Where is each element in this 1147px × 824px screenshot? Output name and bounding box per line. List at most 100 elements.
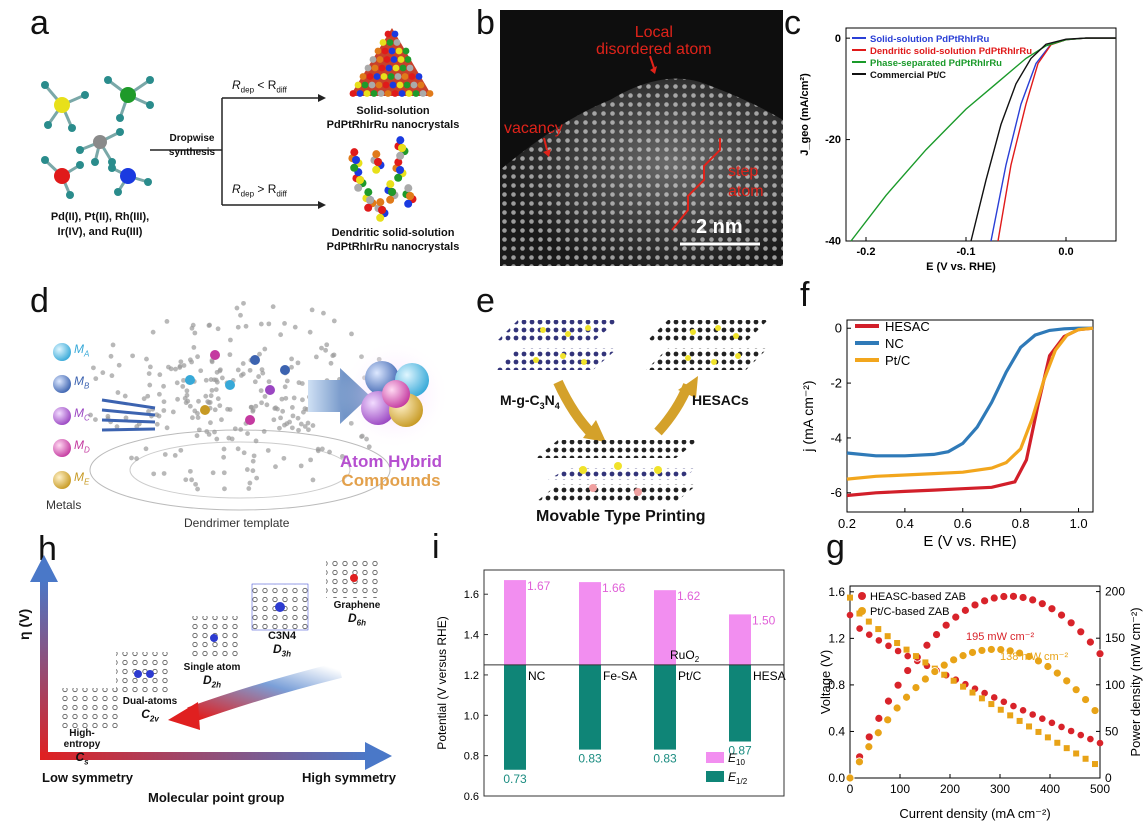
- dendrimer-node: [212, 407, 218, 413]
- dendrite-atom: [394, 158, 403, 167]
- y-tick-label: -2: [830, 375, 842, 390]
- dendrimer-node: [313, 354, 319, 360]
- dendrimer-node: [154, 421, 160, 427]
- dendrimer-node: [129, 455, 134, 461]
- dendrimer-node: [282, 422, 287, 428]
- dendrimer-node: [235, 367, 241, 373]
- voltage-point-ptc: [988, 701, 995, 708]
- dendrimer-node: [143, 446, 149, 452]
- dendrimer-node: [253, 403, 259, 409]
- x-tick-label: -0.1: [957, 246, 976, 258]
- dendrimer-node: [181, 363, 187, 368]
- step-marker: [671, 138, 721, 231]
- power-point-heasc: [989, 593, 999, 603]
- dendrimer-node: [203, 377, 209, 383]
- voltage-point-heasc: [865, 631, 873, 639]
- dendrimer-node: [196, 398, 201, 404]
- panel-e-diagram: [496, 320, 768, 502]
- power-point-heasc: [903, 666, 913, 675]
- dendrimer-node: [241, 450, 247, 456]
- dendrite-atom: [376, 198, 385, 207]
- pyramid-atom: [385, 64, 393, 72]
- dendrimer-node: [184, 388, 190, 394]
- bar-label-e10: 1.67: [527, 579, 551, 593]
- chart-g: 0 100 200 300 400 500 0.0 0.4 0.8 1.2 1.6 0 50 100 150…: [818, 585, 1143, 821]
- pyramid-atom: [392, 64, 400, 72]
- x-tick-label: 300: [990, 782, 1010, 796]
- dendrimer-node: [187, 403, 193, 409]
- voltage-point-ptc: [950, 677, 957, 684]
- pyramid-atom: [368, 81, 376, 89]
- dendrimer-node: [123, 415, 129, 421]
- power-point-heasc: [932, 630, 941, 639]
- dendrimer-node: [232, 426, 238, 432]
- dendrimer-node: [307, 329, 313, 335]
- high-symmetry-label: High symmetry: [302, 770, 396, 785]
- dendrimer-node: [189, 477, 195, 483]
- arrow-head-bottom: [318, 201, 326, 209]
- product-bottom-label: Dendritic solid-solution PdPtRhIrRu nanoc…: [326, 227, 460, 253]
- legend-label: Commercial Pt/C: [870, 70, 946, 81]
- pyramid-atom: [393, 39, 401, 46]
- panel-letter-c: c: [784, 4, 801, 42]
- dendrimer-node: [235, 324, 241, 330]
- dendrimer-node: [181, 377, 186, 383]
- dendrimer-node: [270, 304, 276, 310]
- power-point-heasc: [951, 612, 961, 622]
- power-point-heasc: [864, 732, 874, 742]
- pyramid-atom: [386, 39, 394, 46]
- dendrite-atom: [396, 166, 404, 174]
- dendrimer-metal-site: [265, 385, 275, 395]
- bar-e12: [579, 664, 601, 750]
- pyramid-atom: [405, 90, 413, 97]
- dendrimer-node: [219, 417, 224, 423]
- panel-d-diagram: [53, 300, 450, 511]
- dendrimer-node: [289, 356, 294, 362]
- metal-d-sphere: [53, 439, 71, 457]
- y-tick-label: 0.4: [828, 724, 845, 738]
- h-item-high-entropy: High-entropy Cs: [63, 728, 101, 767]
- metal-label-e: ME: [74, 470, 90, 487]
- dendrimer-metal-site: [245, 415, 255, 425]
- voltage-point-ptc: [1063, 745, 1070, 752]
- dendrimer-node: [228, 337, 233, 343]
- scale-bar-label: 2 nm: [696, 216, 743, 238]
- dendrimer-node: [203, 393, 209, 399]
- dendrimer-node: [321, 310, 326, 316]
- power-point-ptc: [1043, 662, 1053, 671]
- dendrimer-node: [109, 373, 115, 379]
- voltage-point-ptc: [894, 639, 901, 646]
- printing-sheet-top: [536, 440, 698, 458]
- dendrimer-node: [193, 481, 198, 487]
- dendrimer-node: [327, 449, 332, 455]
- dendrimer-metal-site: [200, 405, 210, 415]
- pyramid-atom: [390, 56, 398, 63]
- dendrimer-metal-site: [210, 350, 220, 360]
- y-tick-label: 0: [835, 321, 842, 336]
- dendrimer-node: [183, 477, 189, 483]
- metal-label-d: MD: [74, 438, 90, 455]
- dendrimer-node: [366, 444, 372, 450]
- voltage-point-heasc: [1087, 735, 1094, 743]
- dendrimer-node: [302, 424, 308, 429]
- y-tick-label: -4: [830, 430, 842, 445]
- voltage-point-heasc: [1029, 711, 1036, 718]
- plot-frame: [845, 27, 1117, 242]
- dendrimer-metal-site: [225, 380, 235, 390]
- voltage-point-ptc: [922, 659, 929, 666]
- panel-letter-b: b: [476, 4, 495, 42]
- dendrimer-node: [284, 378, 290, 384]
- molecular-point-group-label: Molecular point group: [148, 790, 285, 805]
- pyramid-atom: [402, 47, 410, 55]
- dendrimer-node: [227, 352, 233, 358]
- dendrimer-node: [266, 321, 272, 327]
- power-point-heasc: [1095, 649, 1105, 659]
- chart-c: -0.2 -0.1 0.0 0 -20 -40 Solid-solution PdPtRhI…: [799, 27, 1117, 273]
- dendrimer-node: [247, 367, 253, 373]
- dendrimer-node: [170, 409, 176, 415]
- power-point-ptc: [1052, 668, 1062, 678]
- dendrimer-node: [164, 425, 170, 431]
- pyramid-atom: [359, 73, 367, 80]
- pyramid-atom: [366, 73, 374, 80]
- dendrimer-node: [213, 387, 219, 393]
